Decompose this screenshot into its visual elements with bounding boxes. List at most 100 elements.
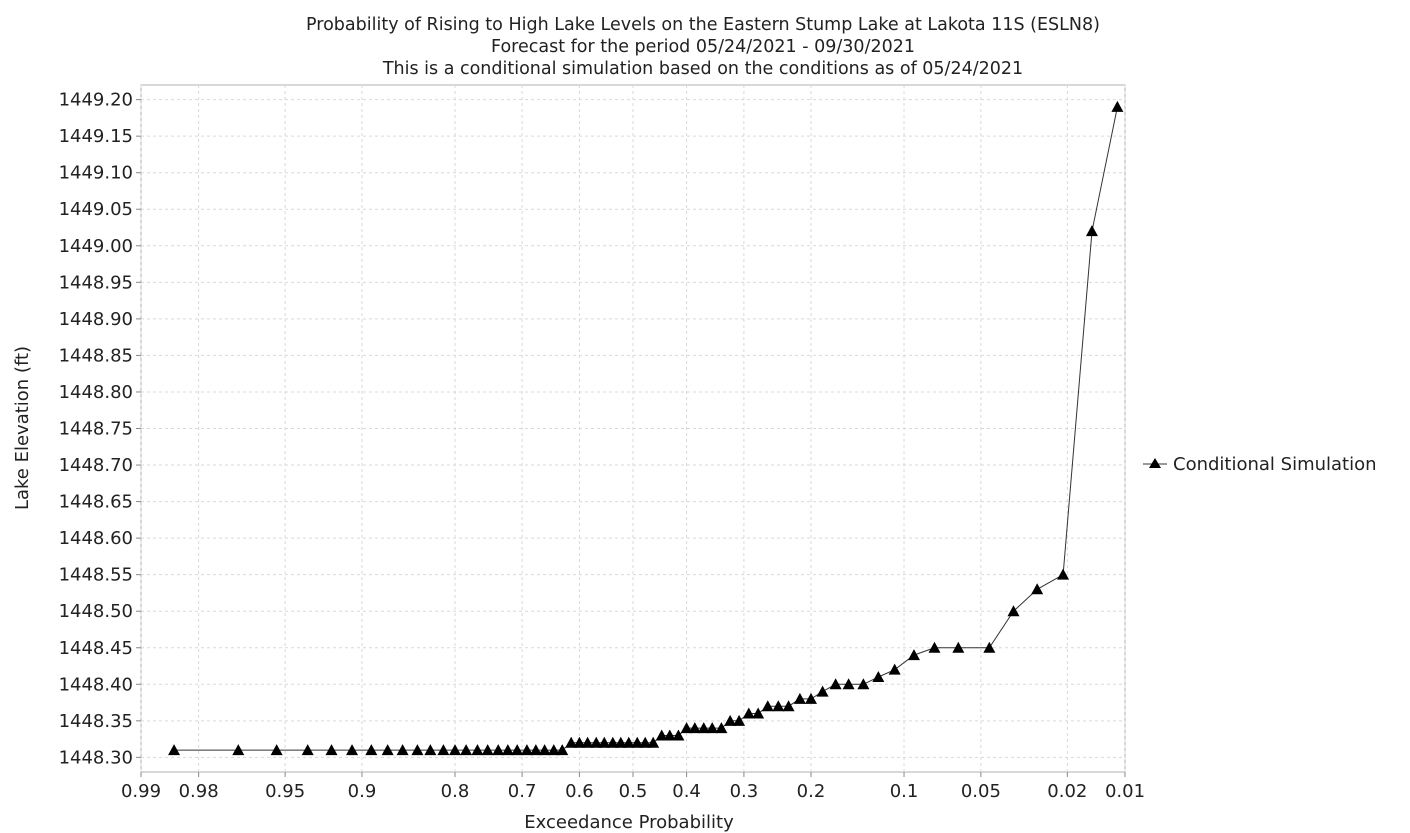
y-tick-label: 1448.85	[59, 345, 133, 366]
x-axis: 0.99 0.98 0.95 0.9 0.8 0.7 0.6 0.5 0.4 0.3 0.2 0.1 0…	[121, 772, 1145, 802]
legend-label-conditional-simulation: Conditional Simulation	[1173, 454, 1377, 475]
data-point	[449, 744, 462, 756]
chart-title: Probability of Rising to High Lake Level…	[306, 15, 1100, 79]
data-point	[460, 744, 473, 756]
data-point	[829, 678, 842, 690]
y-tick-label: 1448.75	[59, 419, 133, 440]
data-point	[565, 736, 578, 748]
y-tick-label: 1448.65	[59, 492, 133, 513]
data-point	[793, 692, 806, 704]
data-point	[688, 722, 701, 734]
data-point	[782, 700, 795, 712]
y-tick-label: 1448.35	[59, 711, 133, 732]
y-tick-label: 1449.05	[59, 199, 133, 220]
x-tick-label: 0.9	[348, 781, 377, 802]
data-point	[471, 744, 484, 756]
y-tick-label: 1448.30	[59, 747, 133, 768]
data-point	[647, 736, 660, 748]
x-tick-label: 0.4	[672, 781, 701, 802]
y-tick-label: 1448.55	[59, 565, 133, 586]
data-point	[1111, 100, 1124, 112]
data-point	[842, 678, 855, 690]
data-point	[325, 744, 338, 756]
data-point	[396, 744, 409, 756]
data-point	[663, 729, 676, 741]
x-tick-label: 0.1	[890, 781, 919, 802]
x-tick-label: 0.05	[961, 781, 1001, 802]
x-tick-label: 0.3	[730, 781, 759, 802]
y-axis-label: Lake Elevation (ft)	[12, 346, 33, 510]
data-point	[481, 744, 494, 756]
chart-title-line-1: Probability of Rising to High Lake Level…	[306, 15, 1100, 35]
data-point	[761, 700, 774, 712]
data-point	[697, 722, 710, 734]
data-point	[672, 729, 685, 741]
data-point	[346, 744, 359, 756]
data-point	[270, 744, 283, 756]
data-point	[631, 736, 644, 748]
data-point	[614, 736, 627, 748]
data-point	[752, 707, 765, 719]
y-tick-label: 1449.20	[59, 90, 133, 111]
y-tick-label: 1448.45	[59, 638, 133, 659]
data-point	[772, 700, 785, 712]
data-point	[888, 663, 901, 675]
x-tick-label: 0.7	[508, 781, 537, 802]
data-point	[872, 670, 885, 682]
chart-title-line-2: Forecast for the period 05/24/2021 - 09/…	[491, 37, 915, 57]
data-point	[437, 744, 450, 756]
y-tick-label: 1448.50	[59, 601, 133, 622]
data-point	[232, 744, 245, 756]
data-point	[733, 714, 746, 726]
data-point	[581, 736, 594, 748]
legend-triangle-icon	[1149, 458, 1161, 468]
data-point	[598, 736, 611, 748]
y-tick-label: 1448.80	[59, 382, 133, 403]
y-tick-label: 1448.60	[59, 528, 133, 549]
data-point	[606, 736, 619, 748]
data-point	[168, 744, 181, 756]
x-axis-label: Exceedance Probability	[524, 812, 734, 833]
data-point	[706, 722, 719, 734]
data-point	[301, 744, 314, 756]
data-point	[715, 722, 728, 734]
y-axis: 1448.30 1448.35 1448.40 1448.45 1448.50 1448.…	[59, 90, 141, 768]
data-point	[511, 744, 524, 756]
data-point	[742, 707, 755, 719]
data-point	[411, 744, 424, 756]
data-point	[804, 692, 817, 704]
data-point	[573, 736, 586, 748]
legend: Conditional Simulation	[1143, 454, 1377, 475]
data-point	[492, 744, 505, 756]
data-point	[547, 744, 560, 756]
x-tick-label: 0.99	[121, 781, 161, 802]
data-point	[928, 641, 941, 653]
data-point	[590, 736, 603, 748]
data-point	[365, 744, 378, 756]
data-point	[952, 641, 965, 653]
data-point	[556, 744, 569, 756]
data-point	[639, 736, 652, 748]
data-point	[622, 736, 635, 748]
data-point	[983, 641, 996, 653]
data-point	[1085, 225, 1098, 237]
data-point	[816, 685, 829, 697]
chart-title-line-3: This is a conditional simulation based o…	[382, 59, 1023, 79]
x-tick-label: 0.8	[441, 781, 470, 802]
x-tick-label: 0.01	[1105, 781, 1145, 802]
data-point	[538, 744, 551, 756]
y-tick-label: 1448.95	[59, 272, 133, 293]
data-point	[857, 678, 870, 690]
data-point	[907, 649, 920, 661]
x-tick-label: 0.5	[619, 781, 648, 802]
data-point	[520, 744, 533, 756]
data-point	[529, 744, 542, 756]
y-tick-label: 1448.70	[59, 455, 133, 476]
data-point	[1031, 583, 1044, 595]
x-tick-label: 0.98	[179, 781, 219, 802]
data-point	[655, 729, 668, 741]
data-point	[680, 722, 693, 734]
x-tick-label: 0.2	[797, 781, 826, 802]
series-markers	[168, 100, 1124, 756]
